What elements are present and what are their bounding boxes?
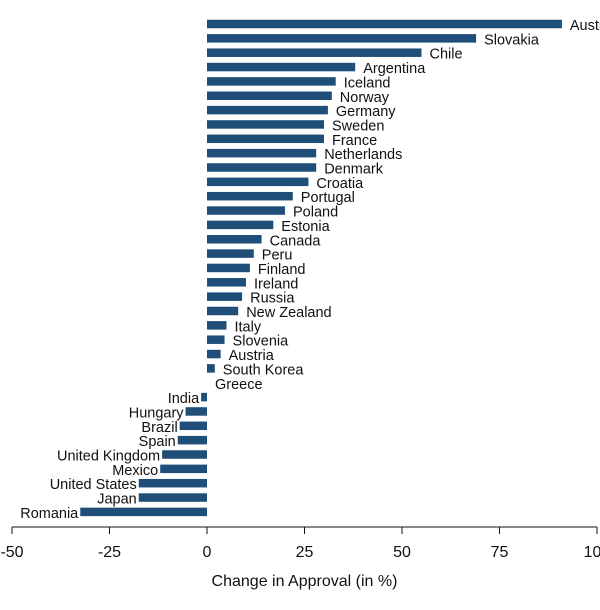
category-label-ireland: Ireland — [254, 276, 298, 292]
category-label-chile: Chile — [430, 47, 463, 63]
x-axis-title: Change in Approval (in %) — [212, 573, 398, 590]
category-label-poland: Poland — [293, 205, 338, 221]
bar-portugal — [207, 191, 293, 201]
bar-sweden — [207, 120, 324, 129]
category-label-argentina: Argentina — [363, 61, 426, 77]
bar-india — [201, 392, 207, 402]
category-label-italy: Italy — [235, 319, 262, 335]
bar-chile — [207, 48, 422, 57]
x-tick-label: 50 — [393, 544, 411, 561]
category-label-united-kingdom: United Kingdom — [57, 449, 160, 465]
category-label-slovenia: Slovenia — [233, 334, 290, 350]
category-label-hungary: Hungary — [129, 405, 185, 421]
category-label-finland: Finland — [258, 262, 306, 278]
category-label-austria: Austria — [229, 348, 275, 364]
bar-ireland — [207, 278, 246, 287]
x-tick-label: 25 — [296, 544, 314, 561]
bar-peru — [207, 249, 254, 258]
bar-mexico — [160, 464, 207, 474]
bar-united-kingdom — [162, 450, 207, 459]
bar-slovakia — [207, 34, 477, 43]
bar-iceland — [207, 77, 336, 86]
bar-austria — [207, 349, 221, 359]
bar-argentina — [207, 62, 356, 72]
category-label-romania: Romania — [20, 506, 79, 522]
category-label-south-korea: South Korea — [223, 362, 305, 378]
bars-group — [80, 19, 562, 517]
category-label-greece: Greece — [215, 377, 263, 393]
category-label-spain: Spain — [139, 434, 176, 450]
bar-slovenia — [207, 335, 225, 344]
x-tick-label: 100 — [584, 544, 600, 561]
bar-france — [207, 134, 324, 144]
category-label-australia: Australia — [570, 18, 600, 34]
x-tick-label: 75 — [491, 544, 509, 561]
bar-norway — [207, 91, 332, 100]
bar-new-zealand — [207, 306, 239, 316]
category-label-japan: Japan — [97, 492, 137, 508]
category-label-slovakia: Slovakia — [484, 32, 540, 48]
category-label-germany: Germany — [336, 104, 396, 120]
category-label-sweden: Sweden — [332, 118, 384, 134]
category-label-india: India — [168, 391, 200, 407]
bar-finland — [207, 263, 250, 273]
category-label-netherlands: Netherlands — [324, 147, 402, 163]
x-tick-label: -50 — [0, 544, 23, 561]
bar-south-korea — [207, 364, 215, 373]
category-label-iceland: Iceland — [344, 75, 391, 91]
bar-germany — [207, 105, 328, 115]
category-label-brazil: Brazil — [141, 420, 177, 436]
category-label-united-states: United States — [50, 477, 137, 493]
x-tick-label: -25 — [98, 544, 121, 561]
category-label-france: France — [332, 133, 377, 149]
category-label-new-zealand: New Zealand — [246, 305, 331, 321]
bar-australia — [207, 19, 562, 29]
category-label-canada: Canada — [270, 233, 322, 249]
bar-italy — [207, 321, 227, 330]
bar-united-states — [138, 478, 207, 488]
bar-denmark — [207, 163, 317, 172]
category-label-portugal: Portugal — [301, 190, 355, 206]
category-label-denmark: Denmark — [324, 162, 384, 178]
bar-russia — [207, 292, 243, 301]
x-tick-label: 0 — [203, 544, 212, 561]
category-label-russia: Russia — [250, 291, 295, 307]
bar-canada — [207, 235, 262, 244]
category-labels-group: Australia Slovakia ChileArgentinaIcelandNo… — [20, 18, 600, 522]
bar-croatia — [207, 177, 309, 187]
category-label-estonia: Estonia — [281, 219, 330, 235]
bar-estonia — [207, 220, 274, 230]
bar-netherlands — [207, 148, 317, 158]
category-label-mexico: Mexico — [112, 463, 158, 479]
bar-hungary — [185, 407, 207, 416]
bar-spain — [177, 435, 207, 445]
bar-romania — [80, 507, 207, 517]
bar-japan — [138, 493, 207, 502]
x-ticks-group: -50 -25 0 25 50 75 100 — [0, 527, 600, 561]
category-label-peru: Peru — [262, 248, 293, 264]
category-label-croatia: Croatia — [316, 176, 364, 192]
bar-poland — [207, 206, 285, 215]
category-label-norway: Norway — [340, 90, 390, 106]
bar-brazil — [179, 421, 207, 431]
